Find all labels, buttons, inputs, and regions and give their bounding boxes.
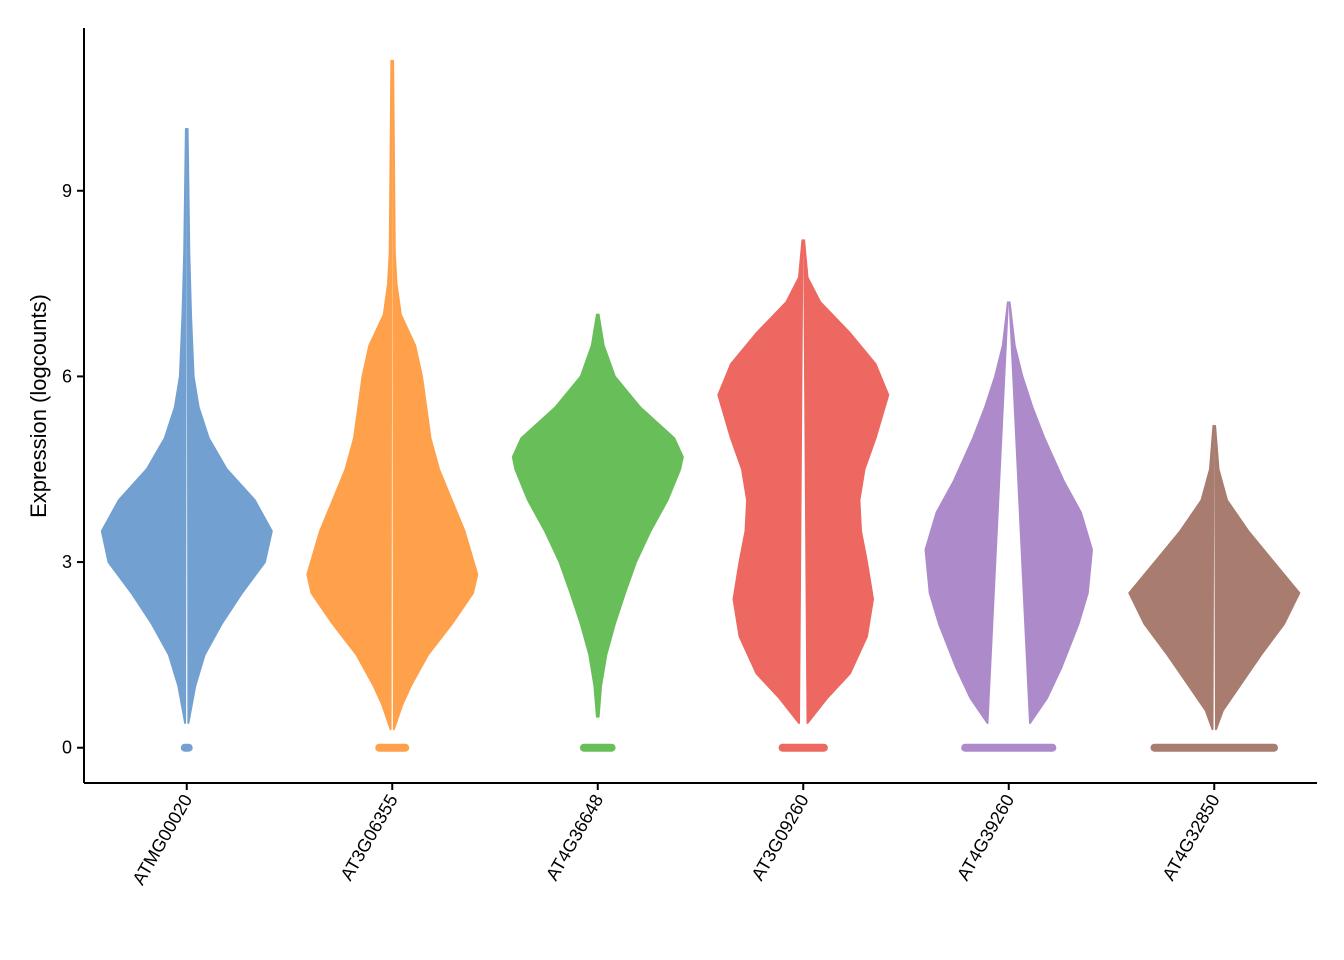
y-axis-title: Expression (logcounts) <box>26 294 51 518</box>
violin-half <box>597 313 684 718</box>
y-tick-label: 6 <box>62 366 72 386</box>
x-tick-label: AT4G32850 <box>1159 791 1224 884</box>
y-tick-label: 0 <box>62 738 72 758</box>
zero-cluster <box>961 743 1057 752</box>
violin-half <box>1128 424 1215 731</box>
violin-half <box>924 301 1009 724</box>
violin-half <box>186 127 273 724</box>
x-tick-label: AT4G36648 <box>542 791 607 884</box>
violin-half <box>392 59 479 731</box>
violin-half <box>511 313 598 718</box>
y-tick-label: 3 <box>62 552 72 572</box>
violin-half <box>100 127 187 724</box>
violin-half <box>1214 424 1301 731</box>
x-tick-label: AT3G09260 <box>748 791 813 884</box>
y-tick-label: 9 <box>62 181 72 201</box>
violin-half <box>1008 301 1093 724</box>
violin-half <box>717 239 804 724</box>
x-tick-label: AT4G39260 <box>953 791 1018 884</box>
zero-cluster <box>1150 743 1278 752</box>
zero-cluster <box>180 743 193 752</box>
zero-cluster <box>778 743 828 752</box>
violin-half <box>803 239 890 724</box>
x-tick-label: AT3G06355 <box>337 791 402 884</box>
violin-half <box>306 59 393 731</box>
zero-cluster <box>375 743 410 752</box>
zero-cluster <box>579 743 616 752</box>
x-tick-label: ATMG00020 <box>129 791 197 888</box>
